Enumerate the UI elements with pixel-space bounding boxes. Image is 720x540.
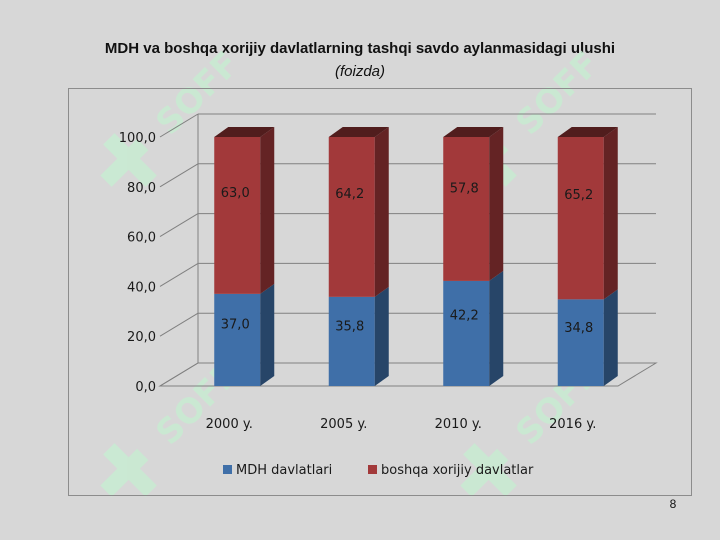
chart-frame bbox=[68, 88, 692, 496]
bar-segment bbox=[328, 286, 389, 386]
slide-title: MDH va boshqa xorijiy davlatlarning tash… bbox=[104, 40, 616, 57]
bar-front bbox=[557, 299, 604, 386]
gridline-side bbox=[159, 262, 199, 287]
bar-segment bbox=[443, 270, 504, 386]
x-tick-label: 2010 y. bbox=[435, 417, 482, 432]
legend-label: boshqa xorijiy davlatlar bbox=[381, 463, 534, 478]
legend-swatch bbox=[223, 465, 232, 474]
bar-side bbox=[260, 283, 275, 386]
legend-swatch bbox=[368, 465, 377, 474]
gridline-side bbox=[159, 163, 199, 188]
bar-top bbox=[328, 127, 389, 137]
bar-side bbox=[374, 286, 389, 386]
data-label: 34,8 bbox=[564, 321, 593, 336]
bar-top bbox=[214, 127, 275, 137]
slide-subtitle: (foizda) bbox=[334, 63, 386, 80]
bar-front bbox=[443, 280, 490, 386]
bar-side bbox=[260, 127, 275, 294]
data-label: 64,2 bbox=[335, 187, 364, 202]
data-label: 37,0 bbox=[221, 317, 250, 332]
y-tick-label: 100,0 bbox=[119, 131, 156, 146]
y-tick-label: 80,0 bbox=[127, 181, 156, 196]
bar-segment bbox=[557, 127, 618, 300]
x-tick-label: 2000 y. bbox=[206, 417, 253, 432]
bar-segment bbox=[328, 127, 389, 297]
bar-segment bbox=[443, 127, 504, 281]
bar-top bbox=[443, 127, 504, 137]
bar-segment bbox=[214, 283, 275, 386]
bar-front bbox=[328, 137, 375, 297]
data-label: 42,2 bbox=[450, 309, 479, 324]
y-tick-label: 40,0 bbox=[127, 280, 156, 295]
bar-front bbox=[443, 137, 490, 281]
gridline-side bbox=[159, 213, 199, 238]
grid-layer bbox=[158, 113, 658, 387]
data-label: 65,2 bbox=[564, 188, 593, 203]
data-label: 63,0 bbox=[221, 186, 250, 201]
page-number: 8 bbox=[669, 497, 677, 511]
bar-top bbox=[557, 127, 618, 137]
bar-segment bbox=[214, 127, 275, 294]
y-tick-label: 60,0 bbox=[127, 231, 156, 246]
bar-front bbox=[328, 296, 375, 386]
bar-front bbox=[214, 137, 261, 294]
bar-front bbox=[557, 137, 604, 300]
y-tick-label: 0,0 bbox=[135, 380, 156, 395]
legend: MDH davlatlari boshqa xorijiy davlatlar bbox=[223, 463, 534, 478]
bar-side bbox=[603, 289, 618, 386]
y-axis: 0,0 20,0 40,0 60,0 80,0 100,0 bbox=[119, 131, 156, 395]
bar-front bbox=[214, 293, 261, 386]
bar-side bbox=[374, 127, 389, 297]
x-tick-label: 2016 y. bbox=[549, 417, 596, 432]
data-label: 57,8 bbox=[450, 181, 479, 196]
data-label: 35,8 bbox=[335, 319, 364, 334]
bar-segment bbox=[557, 289, 618, 386]
gridline-side bbox=[159, 113, 199, 138]
y-tick-label: 20,0 bbox=[127, 330, 156, 345]
bar-side bbox=[489, 270, 504, 386]
gridline-side bbox=[159, 312, 199, 337]
bar-side bbox=[603, 127, 618, 300]
legend-label: MDH davlatlari bbox=[236, 463, 332, 478]
bars: 37,0 63,0 35,8 64,2 42,2 57,8 34,8 65,2 bbox=[214, 127, 618, 386]
x-axis: 2000 y. 2005 y. 2010 y. 2016 y. bbox=[206, 417, 597, 432]
x-tick-label: 2005 y. bbox=[320, 417, 367, 432]
bar-side bbox=[489, 127, 504, 281]
